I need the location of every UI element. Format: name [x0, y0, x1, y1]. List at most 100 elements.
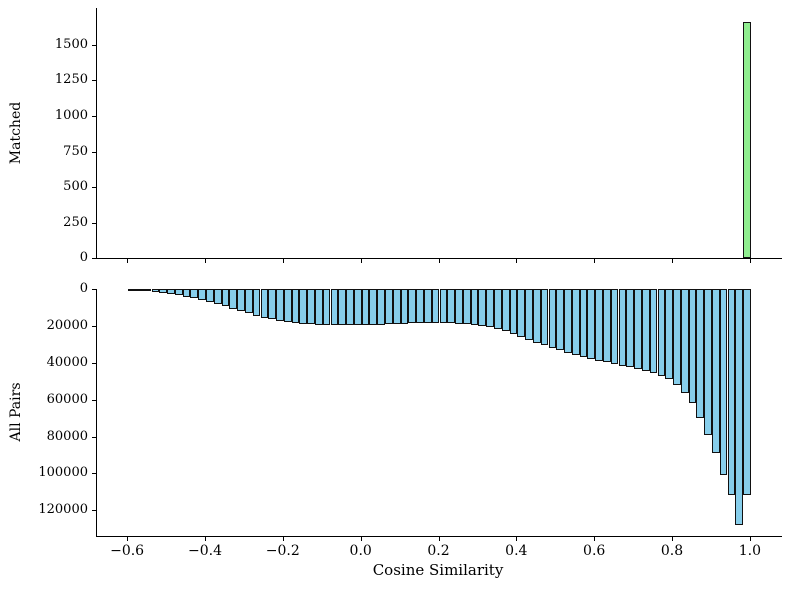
all-pairs-histogram-bar	[486, 289, 494, 327]
bottom-x-tick	[360, 537, 362, 541]
all-pairs-histogram-bar	[509, 289, 518, 334]
bottom-plot-area	[96, 289, 782, 537]
all-pairs-histogram-bar	[423, 289, 432, 323]
all-pairs-histogram-bar	[182, 289, 191, 297]
all-pairs-histogram-bar	[353, 289, 362, 326]
all-pairs-histogram-bar	[665, 289, 673, 380]
all-pairs-histogram-bar	[603, 289, 611, 363]
all-pairs-histogram-bar	[330, 289, 339, 325]
all-pairs-histogram-bar	[283, 289, 292, 323]
all-pairs-histogram-bar	[268, 289, 277, 320]
all-pairs-histogram-bar	[385, 289, 393, 325]
all-pairs-histogram-bar	[377, 289, 385, 325]
all-pairs-histogram-bar	[743, 289, 751, 495]
matched-histogram-bar	[743, 22, 751, 258]
top-y-tick-label: 0	[79, 250, 88, 265]
all-pairs-histogram-bar	[252, 289, 261, 316]
all-pairs-histogram-bar	[190, 289, 199, 298]
all-pairs-histogram-bar	[657, 289, 666, 377]
bottom-y-tick-label: 40000	[46, 354, 88, 370]
all-pairs-histogram-bar	[369, 289, 378, 325]
bottom-y-tick	[92, 510, 96, 512]
all-pairs-histogram-bar	[673, 289, 681, 385]
all-pairs-histogram-bar	[416, 289, 424, 324]
bottom-y-tick-label: 80000	[46, 428, 88, 444]
all-pairs-histogram-bar	[711, 289, 720, 454]
all-pairs-histogram-bar	[291, 289, 300, 324]
all-pairs-histogram-bar	[128, 289, 136, 291]
all-pairs-histogram-bar	[151, 289, 160, 293]
all-pairs-histogram-bar	[244, 289, 253, 314]
all-pairs-histogram-bar	[392, 289, 401, 324]
all-pairs-histogram-bar	[455, 289, 463, 324]
top-x-tick	[749, 259, 751, 263]
all-pairs-histogram-bar	[478, 289, 487, 326]
top-y-tick	[92, 222, 96, 224]
x-tick-label: −0.2	[265, 543, 300, 559]
all-pairs-histogram-bar	[439, 289, 448, 323]
all-pairs-histogram-bar	[470, 289, 479, 325]
all-pairs-histogram-bar	[525, 289, 533, 340]
top-x-tick	[282, 259, 284, 263]
all-pairs-histogram-bar	[400, 289, 409, 324]
bottom-x-tick	[438, 537, 440, 541]
x-axis-label: Cosine Similarity	[372, 561, 504, 579]
bottom-y-tick-label: 100000	[38, 465, 88, 481]
bottom-x-tick	[127, 537, 129, 541]
x-tick-label: 0.4	[505, 543, 528, 559]
bottom-x-tick	[672, 537, 673, 541]
all-pairs-histogram-bar	[649, 289, 658, 374]
all-pairs-histogram-bar	[564, 289, 572, 353]
all-pairs-histogram-bar	[494, 289, 502, 329]
x-tick-label: 1.0	[738, 543, 762, 559]
all-pairs-histogram-bar	[634, 289, 642, 369]
x-tick-label: −0.4	[188, 543, 222, 559]
x-tick-label: 0.2	[427, 543, 450, 559]
all-pairs-histogram-bar	[719, 289, 728, 476]
bottom-x-tick	[282, 537, 284, 541]
bottom-y-tick	[92, 399, 96, 401]
all-pairs-histogram-bar	[229, 289, 238, 309]
all-pairs-histogram-bar	[626, 289, 635, 368]
all-pairs-histogram-bar	[618, 289, 627, 366]
x-tick-label: 0.6	[583, 543, 606, 559]
top-plot-area	[96, 8, 782, 259]
top-y-tick-label: 1250	[54, 72, 88, 88]
all-pairs-histogram-bar	[517, 289, 526, 337]
all-pairs-histogram-bar	[579, 289, 588, 357]
bottom-y-tick-label: 120000	[38, 502, 88, 518]
bottom-y-tick	[92, 362, 96, 364]
all-pairs-histogram-bar	[276, 289, 284, 321]
all-pairs-histogram-bar	[322, 289, 331, 325]
all-pairs-histogram-bar	[299, 289, 308, 324]
top-y-tick-label: 1500	[54, 36, 88, 52]
x-tick-label: −0.6	[110, 543, 145, 559]
bottom-x-tick	[749, 537, 751, 541]
all-pairs-histogram-bar	[315, 289, 323, 325]
top-y-tick	[92, 116, 96, 117]
all-pairs-histogram-bar	[237, 289, 245, 311]
all-pairs-histogram-bar	[688, 289, 697, 404]
top-x-tick	[672, 259, 673, 263]
all-pairs-histogram-bar	[346, 289, 354, 326]
bottom-y-tick-label: 60000	[46, 391, 88, 407]
top-x-tick	[205, 259, 206, 263]
bottom-x-tick	[205, 537, 206, 541]
top-y-tick	[92, 187, 96, 188]
bottom-x-tick	[594, 537, 596, 541]
all-pairs-histogram-bar	[587, 289, 596, 359]
all-pairs-histogram-bar	[610, 289, 619, 364]
x-tick-label: 0.0	[349, 543, 372, 559]
all-pairs-histogram-bar	[361, 289, 370, 326]
all-pairs-histogram-bar	[198, 289, 206, 300]
all-pairs-histogram-bar	[462, 289, 471, 324]
top-x-tick	[594, 259, 596, 263]
top-y-tick	[92, 80, 96, 82]
all-pairs-histogram-bar	[206, 289, 214, 302]
bottom-y-tick	[92, 325, 96, 327]
all-pairs-histogram-bar	[167, 289, 175, 295]
all-pairs-histogram-bar	[408, 289, 417, 324]
all-pairs-histogram-bar	[735, 289, 744, 525]
top-y-tick	[92, 44, 96, 46]
